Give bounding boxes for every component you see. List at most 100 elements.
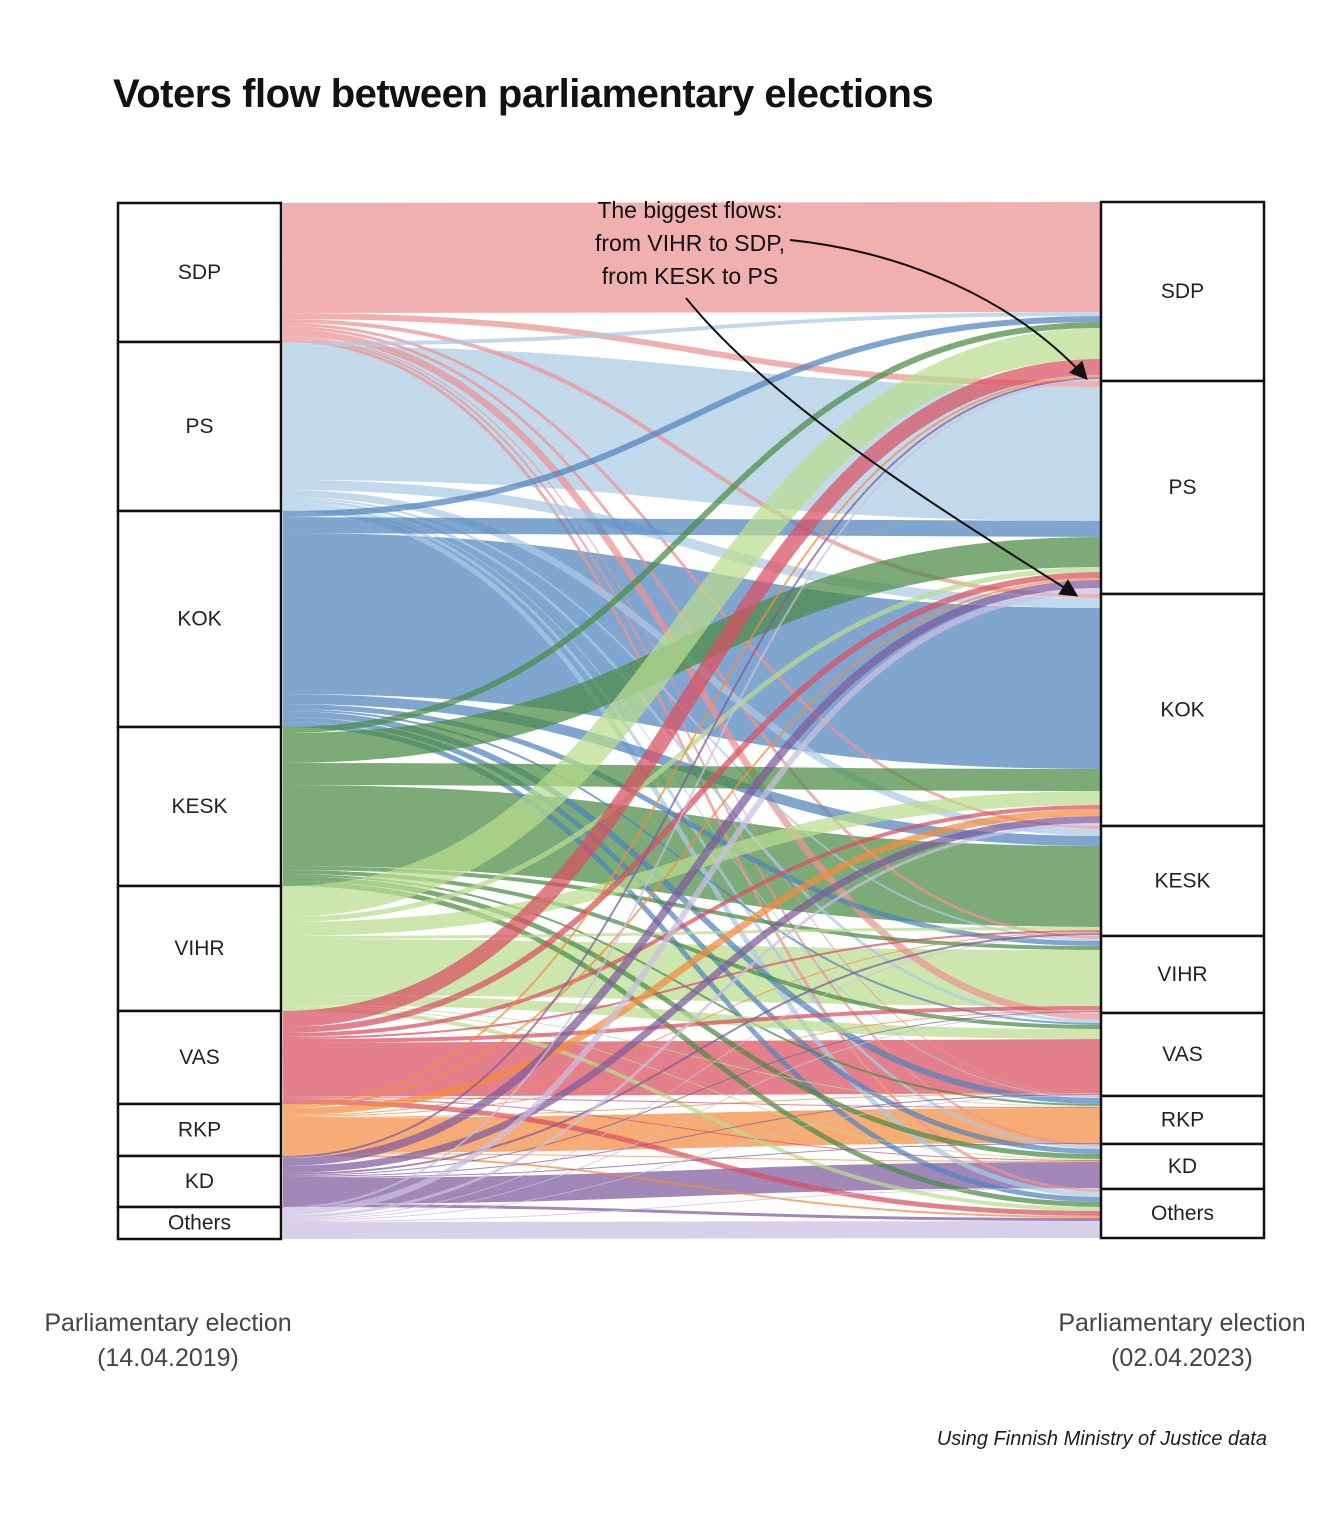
flow-Others-to-VAS[interactable] xyxy=(282,1095,1102,1221)
node-2019-Others[interactable] xyxy=(116,1205,283,1241)
node-label-2023-Others: Others xyxy=(1151,1202,1214,1225)
node-2023-SDP[interactable] xyxy=(1099,200,1266,383)
node-2019-KOK[interactable] xyxy=(116,509,283,729)
node-label-2019-KD: KD xyxy=(185,1170,214,1193)
node-2019-VAS[interactable] xyxy=(116,1009,283,1106)
flow-RKP-to-PS[interactable] xyxy=(282,578,1102,1108)
sankey-nodes-layer: SDP PS KOK KESK VIHR VAS RKP KD Others SDP PS KOK KE… xyxy=(116,200,1266,1241)
annotation-line-1: The biggest flows: xyxy=(597,197,783,223)
node-2019-VIHR[interactable] xyxy=(116,884,283,1013)
flow-Others-to-PS[interactable] xyxy=(282,588,1102,1215)
flow-PS-to-Others[interactable] xyxy=(282,506,1102,1197)
node-label-2023-VIHR: VIHR xyxy=(1157,963,1207,986)
node-label-2019-SDP: SDP xyxy=(178,261,221,284)
node-2019-RKP[interactable] xyxy=(116,1102,283,1158)
node-label-2019-PS: PS xyxy=(185,415,213,438)
left-axis-label-line-2: (14.04.2019) xyxy=(97,1344,239,1372)
flow-RKP-to-Others[interactable] xyxy=(282,1154,1102,1218)
node-2023-KESK[interactable] xyxy=(1099,824,1266,938)
flow-PS-to-PS[interactable] xyxy=(282,346,1102,521)
flow-VIHR-to-KD[interactable] xyxy=(282,1006,1102,1160)
flow-VIHR-to-RKP[interactable] xyxy=(282,1005,1102,1107)
node-label-2023-PS: PS xyxy=(1168,476,1196,499)
flow-VIHR-to-KESK[interactable] xyxy=(282,927,1102,939)
flow-VAS-to-VAS[interactable] xyxy=(282,1039,1102,1097)
sankey-flows-layer xyxy=(282,202,1102,1239)
flow-KESK-to-PS[interactable] xyxy=(282,537,1102,763)
node-2019-KESK[interactable] xyxy=(116,725,283,888)
annotation-arrows xyxy=(685,239,1088,597)
flow-KESK-to-Others[interactable] xyxy=(282,881,1102,1207)
flow-SDP-to-SDP[interactable] xyxy=(282,202,1102,313)
flow-VIHR-to-VIHR[interactable] xyxy=(282,939,1102,1006)
node-2023-Others[interactable] xyxy=(1099,1187,1266,1240)
annotation-line-3: from KESK to PS xyxy=(601,263,779,289)
flow-Others-to-KD[interactable] xyxy=(282,1188,1102,1222)
flow-SDP-to-KOK[interactable] xyxy=(282,319,1102,598)
flow-VIHR-to-KOK[interactable] xyxy=(282,791,1102,936)
flow-VAS-to-KESK[interactable] xyxy=(282,930,1102,1039)
node-2023-KOK[interactable] xyxy=(1099,592,1266,828)
flow-PS-to-KOK[interactable] xyxy=(282,480,1102,608)
node-2023-PS[interactable] xyxy=(1099,379,1266,596)
flow-KD-to-VAS[interactable] xyxy=(282,1094,1102,1177)
node-label-2023-KD: KD xyxy=(1168,1155,1197,1178)
flow-VIHR-to-SDP[interactable] xyxy=(282,328,1102,917)
flow-Others-to-KOK[interactable] xyxy=(282,823,1102,1218)
flow-SDP-to-RKP[interactable] xyxy=(282,336,1102,1097)
flow-VAS-to-PS[interactable] xyxy=(282,572,1102,1033)
annotation-arrow-vihr-to-sdp-icon xyxy=(789,239,1088,380)
left-axis-label: Parliamentary election (14.04.2019) xyxy=(8,1306,328,1376)
flow-KOK-to-SDP[interactable] xyxy=(282,316,1102,517)
flow-Others-to-VIHR[interactable] xyxy=(282,1012,1102,1220)
right-axis-label-line-1: Parliamentary election xyxy=(1058,1309,1306,1337)
flow-Others-to-KESK[interactable] xyxy=(282,935,1102,1219)
node-label-2019-KOK: KOK xyxy=(177,608,221,631)
node-label-2023-SDP: SDP xyxy=(1161,280,1204,303)
flow-RKP-to-KOK[interactable] xyxy=(282,809,1102,1115)
node-2019-KD[interactable] xyxy=(116,1154,283,1209)
flow-KESK-to-KOK[interactable] xyxy=(282,763,1102,791)
node-2023-VIHR[interactable] xyxy=(1099,934,1266,1015)
flow-KD-to-PS[interactable] xyxy=(282,580,1102,1166)
node-label-2019-RKP: RKP xyxy=(178,1119,221,1142)
node-label-2023-KOK: KOK xyxy=(1160,699,1204,722)
right-axis-label-line-2: (02.04.2023) xyxy=(1111,1344,1253,1372)
node-label-2023-VAS: VAS xyxy=(1162,1043,1202,1066)
flow-KD-to-KOK[interactable] xyxy=(282,816,1102,1173)
node-label-2019-Others: Others xyxy=(168,1212,231,1235)
flow-VAS-to-SDP[interactable] xyxy=(282,359,1102,1027)
node-label-2019-VAS: VAS xyxy=(179,1046,219,1069)
flow-KD-to-VIHR[interactable] xyxy=(282,1011,1102,1176)
annotation-arrow-kesk-to-ps-icon xyxy=(685,297,1079,597)
flow-KD-to-KD[interactable] xyxy=(282,1162,1102,1204)
page-title: Voters flow between parliamentary electi… xyxy=(113,72,934,116)
left-axis-label-line-1: Parliamentary election xyxy=(44,1309,292,1337)
flow-RKP-to-VIHR[interactable] xyxy=(282,1010,1102,1117)
flow-RKP-to-SDP[interactable] xyxy=(282,375,1102,1106)
flow-Others-to-Others[interactable] xyxy=(282,1221,1102,1239)
flow-VAS-to-KD[interactable] xyxy=(282,1098,1102,1161)
flow-KD-to-Others[interactable] xyxy=(282,1204,1102,1221)
flow-VAS-to-KOK[interactable] xyxy=(282,805,1102,1037)
annotation-line-2: from VIHR to SDP, xyxy=(594,230,786,256)
node-label-2023-KESK: KESK xyxy=(1154,870,1210,893)
flow-RKP-to-KESK[interactable] xyxy=(282,932,1102,1116)
node-label-2023-RKP: RKP xyxy=(1161,1109,1204,1132)
flow-PS-to-SDP[interactable] xyxy=(282,312,1102,346)
annotation-text: The biggest flows: from VIHR to SDP, fro… xyxy=(555,194,825,293)
flow-KD-to-SDP[interactable] xyxy=(282,377,1102,1158)
right-axis-label: Parliamentary election (02.04.2023) xyxy=(1022,1306,1342,1376)
flow-Others-to-SDP[interactable] xyxy=(282,379,1102,1209)
flow-SDP-to-KESK[interactable] xyxy=(282,323,1102,829)
node-label-2019-VIHR: VIHR xyxy=(174,937,224,960)
node-label-2019-KESK: KESK xyxy=(171,795,227,818)
flow-SDP-to-VAS[interactable] xyxy=(282,329,1102,1020)
flow-RKP-to-VAS[interactable] xyxy=(282,1093,1102,1118)
flow-VIHR-to-PS[interactable] xyxy=(282,567,1102,922)
data-source-credit: Using Finnish Ministry of Justice data xyxy=(936,1428,1267,1450)
flow-KESK-to-SDP[interactable] xyxy=(282,322,1102,733)
node-2019-PS[interactable] xyxy=(116,340,283,513)
